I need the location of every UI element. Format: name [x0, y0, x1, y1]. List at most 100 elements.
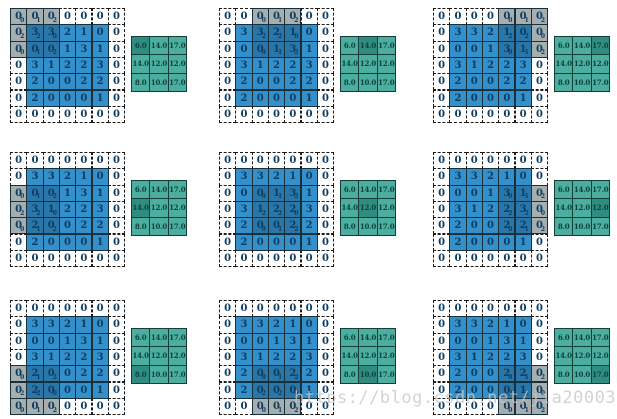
input-cell: 2	[449, 217, 467, 235]
cell-value: 0	[112, 155, 120, 166]
cell-value: 0	[112, 335, 120, 347]
output-cell: 14.0	[149, 328, 169, 348]
padding-cell: 0	[498, 300, 516, 318]
padding-cell: 0	[514, 300, 532, 318]
cell-value: 0	[305, 155, 313, 166]
kernel-weight-subscript: 1	[36, 406, 41, 414]
cell-value: 0	[80, 252, 88, 264]
output-cell: 14.0	[131, 54, 151, 74]
cell-value: 0	[454, 11, 462, 22]
output-cell: 8.0	[554, 364, 574, 384]
padding-cell: 0	[91, 152, 109, 170]
cell-value: 0	[321, 400, 329, 412]
kernel-weight-subscript: 1	[278, 193, 283, 201]
output-cell: 6.0	[554, 328, 574, 348]
cell-value: 3	[454, 171, 462, 183]
input-cell: 2	[514, 73, 532, 91]
padding-cell: 0	[316, 56, 335, 75]
padding-cell: 0	[481, 397, 500, 416]
cell-value: 3	[240, 27, 248, 39]
input-cell: 2	[91, 217, 109, 235]
padding-cell: 0	[42, 105, 60, 124]
input-cell: 0	[284, 89, 302, 107]
cell-value: 0	[438, 43, 446, 55]
cell-value: 0	[47, 400, 55, 412]
cell-value: 0	[321, 171, 329, 183]
kernel-weight-subscript: 2	[540, 406, 546, 414]
kernel-weight-subscript: 2	[294, 49, 299, 57]
padding-cell: 0	[107, 249, 126, 268]
kernel-weight-subscript: 2	[36, 209, 41, 217]
cell-value: 0	[470, 92, 478, 104]
cell-value: 1	[47, 203, 55, 215]
cell-value: 1	[519, 187, 527, 199]
cell-value: 0	[64, 400, 72, 412]
padding-cell: 0	[235, 249, 253, 268]
output-cell: 14.0	[340, 198, 360, 218]
input-cell: 1	[267, 332, 286, 350]
input-cell: 2	[26, 73, 44, 91]
padding-cell: 0	[433, 233, 451, 251]
cell-value: 0	[289, 252, 297, 264]
cell-value: 0	[240, 335, 248, 347]
cell-value: 2	[96, 76, 104, 88]
padding-cell: 0	[107, 233, 126, 251]
cell-value: 0	[438, 11, 446, 22]
cell-value: 0	[438, 220, 446, 232]
cell-value: 0	[47, 76, 55, 88]
kernel-weight-subscript: 0	[508, 193, 513, 201]
cell-value: 0	[289, 155, 297, 166]
cell-value: 0	[535, 351, 543, 363]
input-cell: 1	[514, 233, 532, 251]
cell-value: 0	[64, 11, 72, 22]
cell-value: 0	[535, 59, 543, 71]
cell-value: 0	[112, 368, 120, 380]
input-cell: 1	[91, 89, 109, 107]
kernel-weight-subscript: 2	[278, 33, 283, 41]
cell-value: 0	[470, 236, 478, 248]
padding-cell: 0	[433, 24, 451, 42]
cell-value: 2	[240, 368, 248, 380]
input-cell: 1	[300, 332, 318, 350]
cell-value: 3	[289, 335, 297, 347]
input-cell: 1	[284, 168, 302, 186]
cell-value: 0	[503, 155, 511, 166]
output-cell: 12.0	[358, 346, 378, 366]
cell-value: 3	[454, 319, 462, 331]
cell-value: 1	[487, 187, 495, 199]
cell-value: 0	[80, 92, 88, 104]
cell-value: 2	[305, 220, 313, 232]
output-cell: 12.0	[149, 346, 169, 366]
cell-value: 0	[273, 220, 281, 232]
cell-value: 0	[256, 303, 264, 314]
padding-cell: 0	[219, 217, 237, 235]
cell-value: 0	[454, 155, 462, 166]
output-cell: 14.0	[358, 328, 378, 348]
padding-cell: 0	[284, 152, 302, 170]
output-cell: 10.0	[358, 72, 378, 92]
padding-cell: 0	[219, 300, 237, 318]
padding-cell: 0	[58, 397, 77, 416]
padding-cell: 0	[284, 300, 302, 318]
padding-cell: 0	[91, 397, 109, 416]
input-cell: 2	[58, 24, 77, 42]
padding-cell: 0	[433, 397, 451, 416]
output-cell: 10.0	[358, 216, 378, 236]
padding-cell: 0	[10, 348, 28, 367]
input-cell: 0	[465, 89, 483, 107]
cell-value: 0	[47, 220, 55, 232]
padding-cell: 0	[433, 168, 451, 186]
cell-value: 2	[454, 76, 462, 88]
input-cell: 0	[251, 233, 269, 251]
cell-value: 0	[470, 384, 478, 396]
cell-value: 0	[487, 108, 495, 120]
cell-value: 0	[535, 335, 543, 347]
